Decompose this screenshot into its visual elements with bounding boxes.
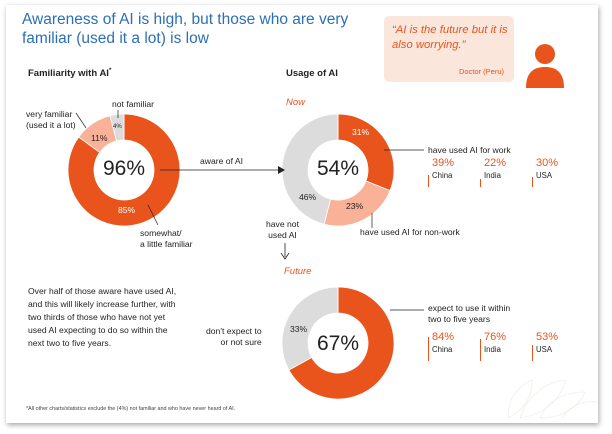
very-familiar-label: very familiar (used it a lot) (26, 109, 76, 130)
slice-used-work (337, 113, 395, 192)
usage-future-donut (281, 286, 395, 400)
stat-bar (480, 179, 481, 187)
slice-not-familiar (109, 113, 125, 142)
stat-country: USA (536, 171, 553, 180)
stat-country: China (432, 345, 453, 354)
usage-now-center-value: 54% (316, 157, 360, 180)
not-familiar-label: not familiar (112, 99, 155, 109)
country-stat-india: 22% India (480, 157, 507, 187)
very-familiar-leader (75, 112, 87, 129)
aware-arrow-head (278, 166, 285, 174)
usage-header: Usage of AI (286, 68, 338, 79)
pct-nonwork: 23% (346, 201, 364, 211)
person-icon (526, 44, 564, 88)
future-label: Future (284, 266, 312, 277)
quote-text: “AI is the future but it is also worryin… (392, 24, 508, 51)
stat-value: 39% (432, 157, 455, 169)
stat-value: 84% (432, 331, 455, 343)
pct-very-familiar: 11% (91, 133, 108, 143)
pct-work: 31% (352, 127, 370, 137)
pct-not-familiar: 4% (113, 124, 122, 130)
stat-country: India (484, 345, 501, 354)
quote-box: “AI is the future but it is also worryin… (384, 16, 514, 82)
country-stat-usa: 53% USA (532, 331, 559, 361)
country-stat-usa: 30% USA (532, 157, 559, 187)
stat-value: 22% (484, 157, 507, 169)
stat-country: China (432, 171, 453, 180)
footnote: *All other charts/statistics exclude the… (26, 406, 236, 412)
notused-label: have not used AI (266, 219, 299, 240)
stat-value: 53% (536, 331, 559, 343)
country-stat-india: 76% India (480, 331, 507, 361)
future-arrow-head (280, 252, 290, 260)
stat-bar (428, 174, 429, 187)
stat-country: USA (536, 345, 553, 354)
stat-country: India (484, 171, 501, 180)
stat-value: 76% (484, 331, 507, 343)
stat-bar (532, 177, 533, 187)
pct-somewhat: 85% (118, 205, 136, 215)
pct-notused: 46% (299, 192, 317, 202)
pct-future-not: 33% (290, 324, 308, 334)
slice-expect-future (288, 286, 395, 400)
quote-source: Doctor (Peru) (458, 67, 504, 76)
future-not-label: don't expect to or not sure (206, 326, 262, 347)
slice-not-expect (281, 286, 339, 371)
stat-bar (532, 345, 533, 361)
work-label: have used AI for work (428, 145, 511, 155)
usage-future-center-value: 67% (316, 332, 360, 355)
page-title: Awareness of AI is high, but those who a… (22, 11, 349, 47)
slice-somewhat-familiar (67, 113, 181, 227)
body-text: Over half of those aware have used AI, a… (28, 286, 177, 348)
somewhat-leader (147, 204, 159, 226)
leaf-watermark (507, 379, 599, 419)
stat-value: 30% (536, 157, 559, 169)
stat-bar (428, 337, 429, 361)
familiarity-header: Familiarity with AI* (28, 68, 112, 80)
familiarity-donut (67, 113, 181, 227)
aware-arrow-label: aware of AI (200, 156, 243, 166)
stat-bar (480, 339, 481, 361)
country-stat-china: 84% China (428, 331, 455, 361)
expect-label: expect to use it within two to five year… (428, 303, 511, 324)
somewhat-label: somewhat/ a little familiar (140, 228, 193, 249)
familiarity-center-value: 96% (102, 157, 146, 180)
slice-not-used (281, 113, 339, 225)
nonwork-label: have used AI for non-work (360, 227, 460, 237)
usage-now-donut (281, 113, 395, 227)
country-stat-china: 39% China (428, 157, 455, 187)
now-label: Now (286, 97, 306, 108)
